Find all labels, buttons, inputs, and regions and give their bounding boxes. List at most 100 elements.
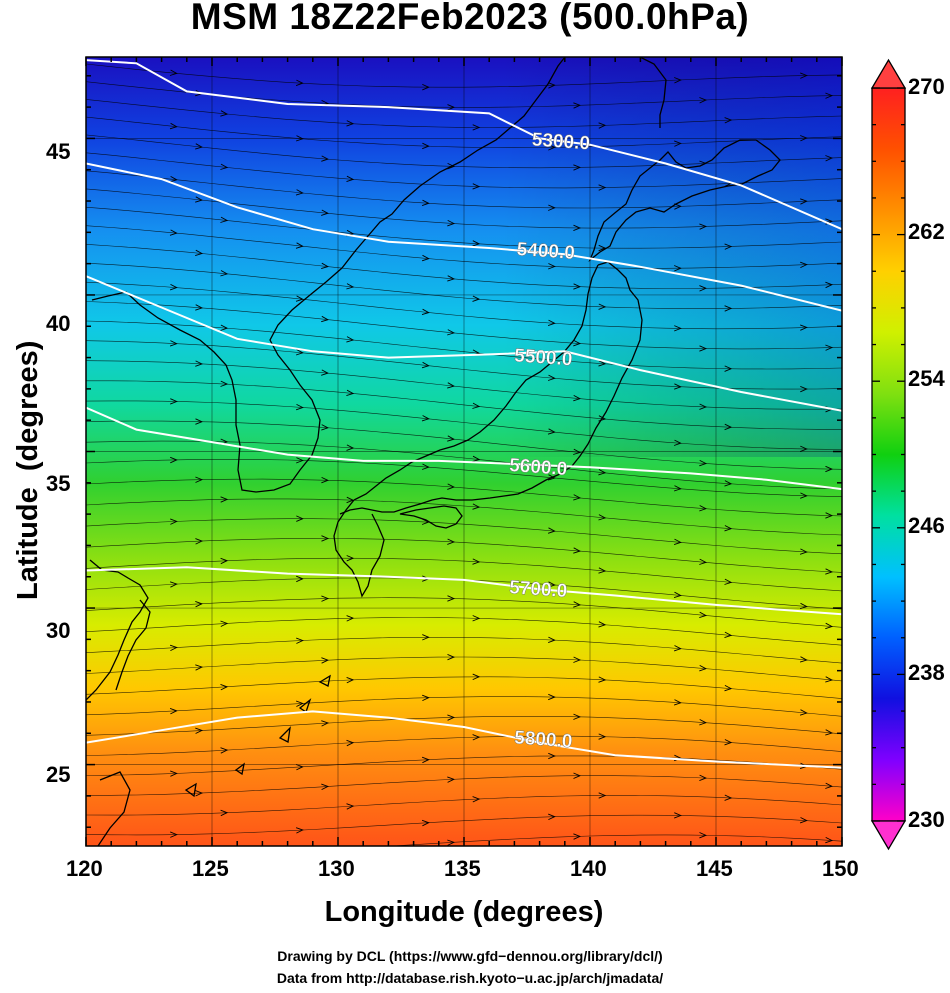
streamline xyxy=(86,518,842,555)
wind-arrowhead xyxy=(447,219,456,227)
wind-arrowhead xyxy=(295,295,304,302)
wind-arrowhead xyxy=(800,445,808,453)
wind-arrowhead xyxy=(548,813,556,821)
credit-drawing: Drawing by DCL (https://www.gfd−dennou.o… xyxy=(277,948,663,964)
wind-arrowhead xyxy=(169,229,178,236)
wind-arrowhead xyxy=(547,319,556,327)
wind-arrowhead xyxy=(472,796,481,803)
wind-streamlines xyxy=(86,63,842,846)
wind-arrowhead xyxy=(573,833,582,840)
wind-arrowhead xyxy=(699,665,708,672)
wind-arrowhead xyxy=(296,515,304,522)
wind-arrowhead xyxy=(800,492,808,499)
wind-arrowhead xyxy=(447,162,456,170)
wind-arrowhead xyxy=(825,622,834,630)
wind-arrowhead xyxy=(598,733,607,740)
wind-arrowhead xyxy=(195,600,204,608)
x-tick-label-1: 125 xyxy=(192,856,229,881)
wind-arrowhead xyxy=(421,199,430,207)
x-axis-label: Longitude (degrees) xyxy=(324,896,604,928)
streamline xyxy=(86,755,842,776)
wind-arrowhead xyxy=(548,204,556,211)
wind-arrowhead xyxy=(472,673,481,681)
wind-arrowhead xyxy=(220,163,229,170)
wind-arrowhead xyxy=(573,601,582,608)
wind-arrowhead xyxy=(547,527,556,534)
wind-arrowhead xyxy=(800,198,808,205)
wind-arrowhead xyxy=(472,240,481,247)
wind-arrowhead xyxy=(673,699,682,706)
streamline xyxy=(86,538,842,573)
wind-arrowhead xyxy=(169,69,178,76)
streamline xyxy=(86,225,842,269)
wind-arrowhead xyxy=(195,790,204,797)
colorbar-label-254: 254 xyxy=(908,366,945,391)
streamline xyxy=(86,795,842,816)
contour-label-5300.0: 5300.0 xyxy=(531,129,590,154)
wind-arrowhead xyxy=(548,752,556,760)
wind-arrowhead xyxy=(825,782,834,789)
wind-arrowhead xyxy=(321,155,330,162)
colorbar xyxy=(870,58,907,851)
wind-arrowhead xyxy=(598,514,607,521)
wind-arrowhead xyxy=(799,656,808,663)
colorbar-ticks xyxy=(872,87,905,822)
x-tick-label-4: 140 xyxy=(570,856,607,881)
streamline xyxy=(86,134,842,169)
wind-arrowhead xyxy=(170,831,178,838)
streamline xyxy=(86,696,842,717)
wind-arrowhead xyxy=(573,494,582,501)
wind-arrowhead xyxy=(170,770,178,777)
wind-arrowhead xyxy=(825,281,834,289)
streamline xyxy=(86,170,842,209)
wind-arrowhead xyxy=(195,143,204,150)
streamline xyxy=(86,188,842,229)
streamline xyxy=(86,814,842,836)
wind-arrowhead xyxy=(195,538,204,545)
wind-arrowhead xyxy=(724,794,733,801)
wind-arrowhead xyxy=(421,463,430,470)
wind-arrowhead xyxy=(573,164,582,171)
wind-arrowhead xyxy=(346,555,355,562)
wind-arrowhead xyxy=(799,548,808,555)
coastline xyxy=(86,57,781,846)
wind-arrowhead xyxy=(346,676,355,684)
wind-arrowhead xyxy=(825,344,834,351)
wind-arrowhead xyxy=(195,664,204,671)
streamline xyxy=(86,557,842,592)
wind-arrowhead xyxy=(295,764,304,771)
streamline xyxy=(86,320,842,370)
wind-arrowhead xyxy=(169,340,178,347)
wind-arrowhead xyxy=(699,97,708,104)
wind-arrowhead xyxy=(673,439,682,446)
wind-arrowhead xyxy=(800,385,808,393)
wind-arrowhead xyxy=(170,398,178,405)
x-tick-label-2: 130 xyxy=(318,856,355,881)
wind-arrowhead xyxy=(447,275,456,282)
wind-arrowhead xyxy=(724,631,733,639)
wind-arrowhead xyxy=(170,518,178,525)
wind-arrowhead xyxy=(321,595,330,602)
wind-arrowhead xyxy=(346,739,355,747)
x-tick-label-6: 150 xyxy=(822,856,859,881)
wind-arrowhead xyxy=(346,175,355,183)
wind-arrowhead xyxy=(295,700,304,707)
wind-arrowhead xyxy=(800,261,808,269)
wind-arrowhead xyxy=(169,284,178,291)
wind-arrowhead xyxy=(422,634,430,641)
lonlat-grid xyxy=(86,57,842,846)
wind-arrowhead xyxy=(346,615,355,622)
wind-arrowhead xyxy=(472,734,481,741)
wind-arrowhead xyxy=(220,216,229,223)
colorbar-max-arrow xyxy=(870,58,907,89)
wind-arrowhead xyxy=(195,360,204,367)
colorbar-min-arrow xyxy=(870,820,907,851)
wind-arrowhead xyxy=(674,140,682,147)
wind-arrowhead xyxy=(724,365,733,372)
wind-arrowhead xyxy=(421,254,430,262)
wind-arrowhead xyxy=(825,568,834,575)
wind-arrowhead xyxy=(548,263,556,270)
streamline xyxy=(86,99,842,128)
wind-arrowhead xyxy=(699,403,708,410)
